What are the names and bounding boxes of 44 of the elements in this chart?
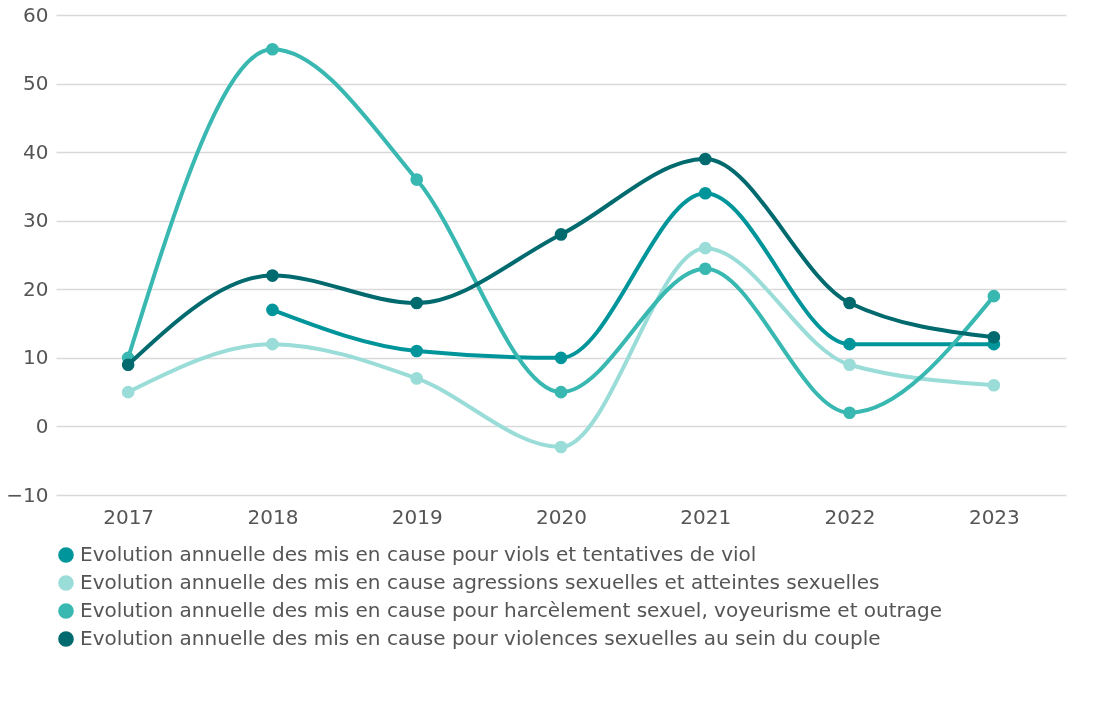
point <box>410 344 424 358</box>
y-tick-label: 40 <box>23 139 49 164</box>
point <box>554 440 568 454</box>
point <box>266 303 279 317</box>
point <box>698 241 712 255</box>
y-tick-label: 60 <box>23 2 49 27</box>
point <box>987 289 1001 303</box>
x-tick-label: 2023 <box>968 504 1020 529</box>
point <box>987 330 1001 344</box>
point <box>266 269 279 282</box>
point <box>266 42 279 56</box>
point <box>266 337 279 351</box>
legend-label: Evolution annuelle des mis en cause pour harcèlement sexuel, voyeurisme et outrage <box>80 598 943 622</box>
point <box>554 351 568 365</box>
legend-label: Evolution annuelle des mis en cause pour viols et tentatives de viol <box>80 542 757 566</box>
y-tick-label: 30 <box>23 208 49 233</box>
x-tick-label: 2019 <box>391 504 443 529</box>
point <box>410 372 424 385</box>
x-tick-label: 2021 <box>680 504 732 529</box>
legend-label: Evolution annuelle des mis en cause agressions sexuelles et atteintes sexuelles <box>80 570 880 594</box>
point <box>843 337 856 351</box>
point <box>843 406 856 420</box>
y-tick-label: 50 <box>23 71 49 96</box>
x-tick-label: 2017 <box>103 504 155 529</box>
point <box>698 152 712 166</box>
y-tick-label: −10 <box>6 482 49 507</box>
point <box>843 358 856 372</box>
y-tick-label: 20 <box>23 276 49 301</box>
y-tick-label: 0 <box>35 413 49 438</box>
point <box>698 186 712 200</box>
y-tick-label: 10 <box>23 345 49 370</box>
point <box>554 385 568 399</box>
legend-label: Evolution annuelle des mis en cause pour violences sexuelles au sein du couple <box>80 626 881 650</box>
point <box>843 296 856 310</box>
x-tick-label: 2020 <box>536 504 587 529</box>
point <box>410 173 424 186</box>
point <box>554 228 568 241</box>
point <box>121 385 135 399</box>
point <box>987 378 1001 392</box>
x-tick-label: 2018 <box>247 504 299 529</box>
point <box>698 262 712 276</box>
point <box>410 296 424 310</box>
point <box>121 358 135 372</box>
x-tick-label: 2022 <box>824 504 876 529</box>
